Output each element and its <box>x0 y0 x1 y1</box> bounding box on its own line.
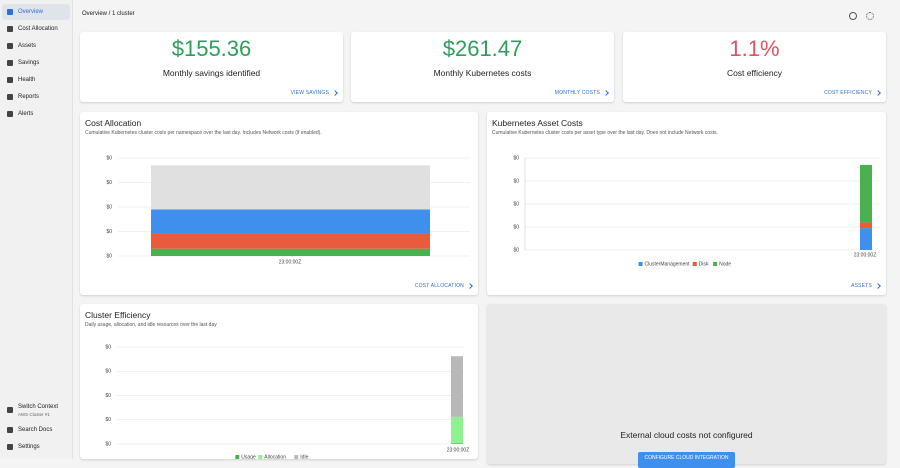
summary-value: 1.1% <box>623 36 886 62</box>
nav-item[interactable]: Settings <box>2 439 70 455</box>
bar-segment <box>860 228 872 250</box>
context-label: Switch Context <box>18 403 70 411</box>
y-tick-label: $0 <box>106 155 112 161</box>
context-value: AWS Cluster #1 <box>18 411 70 419</box>
nav-icon <box>7 26 13 32</box>
y-tick-label: $0 <box>105 344 111 350</box>
nav-item[interactable]: Assets <box>2 38 70 54</box>
chart-link[interactable]: COST ALLOCATION <box>415 283 464 289</box>
chart: $0 $0 $0 $0 $0 23:00:00Z ClusterManagement Disk… <box>487 112 886 295</box>
x-tick-label: 23:00:00Z <box>279 259 302 265</box>
summary-label: Monthly Kubernetes costs <box>351 68 614 78</box>
legend-swatch <box>639 262 643 266</box>
settings-icon[interactable] <box>866 12 874 20</box>
summary-label: Monthly savings identified <box>80 68 343 78</box>
legend-label: ClusterManagement <box>645 261 691 267</box>
nav-item[interactable]: Overview <box>2 4 70 20</box>
summary-value: $155.36 <box>80 36 343 62</box>
refresh-icon[interactable] <box>849 12 857 20</box>
nav-item[interactable]: Cost Allocation <box>2 21 70 37</box>
y-tick-label: $0 <box>106 253 112 259</box>
nav-icon <box>7 111 13 117</box>
bar-segment <box>151 234 430 249</box>
breadcrumb: Overview / 1 cluster <box>82 11 135 17</box>
legend-label: Disk <box>699 261 709 267</box>
bar-segment <box>151 249 430 256</box>
y-tick-label: $0 <box>513 247 519 253</box>
legend-label: Idle <box>300 454 308 459</box>
y-tick-label: $0 <box>105 393 111 399</box>
bar-segment <box>151 165 430 209</box>
nav-icon <box>7 427 13 433</box>
summary-link[interactable]: MONTHLY COSTS <box>555 90 600 96</box>
chart: $0 $0 $0 $0 $0 23:00:00Z <box>80 112 478 295</box>
summary-card: $155.36 Monthly savings identified VIEW SA… <box>80 32 343 102</box>
nav-item[interactable]: Savings <box>2 55 70 71</box>
y-tick-label: $0 <box>106 180 112 186</box>
legend-swatch <box>294 455 298 459</box>
y-tick-label: $0 <box>513 201 519 207</box>
y-tick-label: $0 <box>105 417 111 423</box>
configure-button[interactable]: CONFIGURE CLOUD INTEGRATION <box>638 452 735 468</box>
nav-icon <box>7 94 13 100</box>
x-tick-label: 23:00:00Z <box>447 447 470 453</box>
nav-icon <box>7 9 13 15</box>
x-tick-label: 23:00:00Z <box>854 252 877 258</box>
legend-swatch <box>693 262 697 266</box>
summary-card: 1.1% Cost efficiency COST EFFICIENCY <box>623 32 886 102</box>
bar-segment <box>860 222 872 228</box>
summary-label: Cost efficiency <box>623 68 886 78</box>
nav-icon <box>7 77 13 83</box>
nav-icon <box>7 407 13 413</box>
y-tick-label: $0 <box>513 178 519 184</box>
nav-item[interactable]: Search Docs <box>2 422 70 438</box>
y-tick-label: $0 <box>513 155 519 161</box>
y-tick-label: $0 <box>106 204 112 210</box>
legend-swatch <box>713 262 717 266</box>
nav-item[interactable]: Health <box>2 72 70 88</box>
bar-segment <box>451 356 463 417</box>
bar-segment <box>860 165 872 223</box>
bar-segment <box>151 209 430 234</box>
legend-label: Usage <box>241 454 256 459</box>
chart: $0 $0 $0 $0 $0 23:00:00Z Usage Allocation Idle <box>80 304 478 459</box>
nav-icon <box>7 444 13 450</box>
legend-swatch <box>235 455 239 459</box>
y-tick-label: $0 <box>513 224 519 230</box>
legend-label: Allocation <box>264 454 286 459</box>
summary-link[interactable]: VIEW SAVINGS <box>291 90 329 96</box>
chart-link[interactable]: ASSETS <box>851 283 872 289</box>
summary-card: $261.47 Monthly Kubernetes costs MONTHLY C… <box>351 32 614 102</box>
y-tick-label: $0 <box>105 441 111 447</box>
empty-message: External cloud costs not configured <box>487 430 886 440</box>
summary-link[interactable]: COST EFFICIENCY <box>824 90 872 96</box>
legend-label: Node <box>719 261 731 267</box>
y-tick-label: $0 <box>106 229 112 235</box>
bar-segment <box>451 417 463 444</box>
nav-icon <box>7 43 13 49</box>
y-tick-label: $0 <box>105 369 111 375</box>
empty-card: External cloud costs not configured CONF… <box>487 304 886 464</box>
summary-value: $261.47 <box>351 36 614 62</box>
legend-swatch <box>258 455 262 459</box>
nav-item[interactable]: Alerts <box>2 106 70 122</box>
nav-icon <box>7 60 13 66</box>
nav-item[interactable]: Reports <box>2 89 70 105</box>
